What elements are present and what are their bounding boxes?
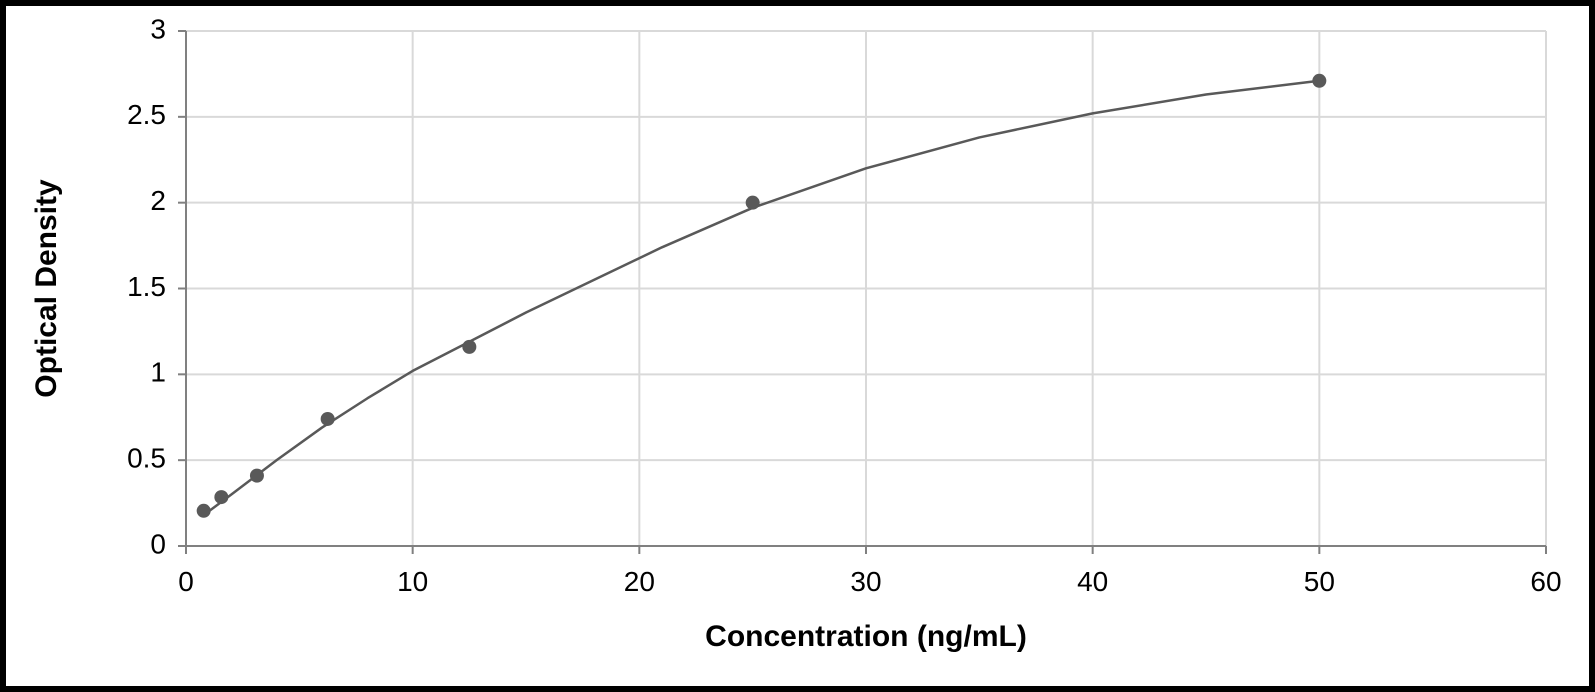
x-axis-label: Concentration (ng/mL)	[705, 620, 1027, 653]
data-point	[197, 504, 211, 518]
y-tick-label: 1.5	[127, 271, 166, 302]
y-axis-label: Optical Density	[30, 179, 63, 398]
x-tick-label: 60	[1530, 566, 1561, 597]
data-point	[746, 196, 760, 210]
data-point	[321, 412, 335, 426]
data-point	[1312, 74, 1326, 88]
x-tick-label: 10	[397, 566, 428, 597]
chart-container: 0 10 20 30 40 50 60 0 0.5 1 1.5 2 2.5 3 Concentration …	[6, 6, 1589, 686]
x-tick-label: 0	[178, 566, 194, 597]
data-point	[250, 469, 264, 483]
x-tick-label: 50	[1304, 566, 1335, 597]
y-tick-label: 3	[150, 13, 166, 44]
data-point	[214, 490, 228, 504]
y-tick-label: 2.5	[127, 99, 166, 130]
x-tick-label: 30	[850, 566, 881, 597]
y-tick-label: 1	[150, 357, 166, 388]
y-tick-label: 2	[150, 185, 166, 216]
chart-frame: 0 10 20 30 40 50 60 0 0.5 1 1.5 2 2.5 3 Concentration …	[0, 0, 1595, 692]
chart-svg: 0 10 20 30 40 50 60 0 0.5 1 1.5 2 2.5 3 Concentration …	[6, 6, 1589, 686]
y-tick-label: 0	[150, 528, 166, 559]
y-tick-label: 0.5	[127, 443, 166, 474]
x-tick-label: 40	[1077, 566, 1108, 597]
data-point	[462, 340, 476, 354]
x-tick-label: 20	[624, 566, 655, 597]
